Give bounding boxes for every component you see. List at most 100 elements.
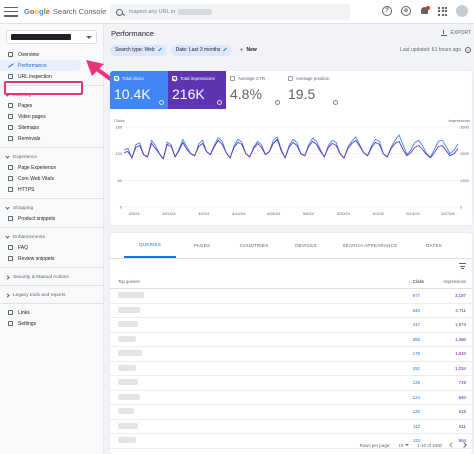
- product-icon: [8, 216, 13, 221]
- search-type-filter-chip[interactable]: Search type: Web: [110, 44, 167, 56]
- table-row[interactable]: 112 611: [110, 420, 472, 434]
- sidebar-item-url-inspection[interactable]: URL inspection: [0, 71, 103, 82]
- sidebar-item-core-web-vitals[interactable]: Core Web Vitals: [0, 173, 103, 184]
- avatar[interactable]: [456, 5, 468, 17]
- redacted-text: [118, 306, 140, 313]
- tab-search-appearance[interactable]: SEARCH APPEARANCE: [342, 243, 398, 248]
- table-row[interactable]: 151 1,034: [110, 362, 472, 376]
- tab-countries[interactable]: COUNTRIES: [239, 243, 269, 248]
- sidebar-item-pages[interactable]: Pages: [0, 100, 103, 111]
- sidebar-item-label: Sitemaps: [18, 124, 39, 131]
- sidebar-item-removals[interactable]: Removals: [0, 133, 103, 144]
- table-row[interactable]: 179 1,040: [110, 347, 472, 362]
- property-selector[interactable]: [6, 30, 97, 44]
- help-icon: [217, 100, 222, 105]
- sidebar-item-settings[interactable]: Settings: [0, 318, 103, 329]
- table-row[interactable]: 125 749: [110, 376, 472, 391]
- clicks-cell: 124: [412, 394, 420, 400]
- next-page-icon[interactable]: [461, 442, 467, 448]
- section-shopping[interactable]: Shopping: [0, 203, 103, 213]
- speed-icon: [8, 176, 13, 181]
- sidebar-item-label: Video pages: [18, 113, 46, 120]
- redacted-text: [118, 364, 136, 371]
- url-inspect-search[interactable]: Inspect any URL in: [110, 4, 350, 20]
- help-icon[interactable]: ?: [465, 47, 471, 53]
- divider: [0, 147, 103, 148]
- tab-queries[interactable]: QUERIES: [124, 233, 176, 258]
- section-enhancements[interactable]: Enhancements: [0, 232, 103, 242]
- table-row[interactable]: 112 594: [110, 434, 472, 449]
- filter-rows-icon[interactable]: [459, 263, 466, 269]
- checkbox-icon: [114, 76, 119, 81]
- sidebar-item-label: Overview: [18, 51, 39, 58]
- sidebar-item-https[interactable]: HTTPS: [0, 184, 103, 195]
- tab-devices[interactable]: DEVICES: [295, 243, 317, 248]
- help-icon[interactable]: ?: [382, 6, 392, 16]
- app-logo[interactable]: Google Search Console: [24, 7, 106, 16]
- section-legacy-tools[interactable]: Legacy tools and reports: [0, 290, 103, 300]
- sidebar-item-page-experience[interactable]: Page Experience: [0, 162, 103, 173]
- table-row[interactable]: 877 3,197: [110, 289, 472, 304]
- google-apps-icon[interactable]: [438, 6, 447, 16]
- sidebar-item-video-pages[interactable]: Video pages: [0, 111, 103, 122]
- clicks-cell: 877: [412, 293, 420, 299]
- section-indexing[interactable]: Indexing: [0, 90, 103, 100]
- table-row[interactable]: 355 1,460: [110, 333, 472, 347]
- redacted-text: [118, 408, 134, 415]
- y-right-axis-label: Impressions: [448, 118, 470, 123]
- section-security[interactable]: Security & Manual Actions: [0, 272, 103, 282]
- metric-label: Total impressions: [180, 76, 215, 81]
- metric-total-impressions[interactable]: Total impressions 216K: [168, 71, 226, 109]
- query-cell-redacted: [118, 422, 378, 430]
- sidebar-item-sitemaps[interactable]: Sitemaps: [0, 122, 103, 133]
- performance-chart-card: Total clicks 10.4K Total impressions 216…: [110, 71, 472, 225]
- rows-per-page-select[interactable]: 10: [398, 443, 410, 448]
- pages-icon: [8, 103, 13, 108]
- metric-total-clicks[interactable]: Total clicks 10.4K: [110, 71, 168, 109]
- date-filter-chip[interactable]: Date: Last 3 months: [170, 44, 233, 56]
- plus-icon: +: [239, 46, 244, 54]
- help-icon: [275, 100, 280, 105]
- table-row[interactable]: 640 2,711: [110, 304, 472, 318]
- sidebar-item-label: Product snippets: [18, 215, 56, 222]
- sidebar-item-product-snippets[interactable]: Product snippets: [0, 213, 103, 224]
- metric-value: 216K: [172, 86, 205, 102]
- sidebar-item-links[interactable]: Links: [0, 307, 103, 318]
- table-row[interactable]: 124 640: [110, 391, 472, 405]
- sidebar-item-overview[interactable]: Overview: [0, 49, 103, 60]
- page-range: 1-10 of 1000: [417, 442, 442, 448]
- notifications-bell-icon[interactable]: [420, 6, 430, 16]
- table-row[interactable]: 120 615: [110, 405, 472, 420]
- redacted-text: [118, 393, 140, 400]
- sidebar-item-label: Review snippets: [18, 255, 55, 262]
- property-name-redacted: [11, 34, 71, 40]
- edit-icon: [223, 48, 228, 52]
- account-settings-icon[interactable]: ⚙: [401, 6, 411, 16]
- export-button[interactable]: EXPORT: [440, 30, 471, 36]
- last-updated-text: Last updated: 61 hours ago: [400, 47, 461, 53]
- sidebar-item-faq[interactable]: FAQ: [0, 242, 103, 253]
- top-bar: Google Search Console Inspect any URL in…: [0, 0, 474, 24]
- tab-pages[interactable]: PAGES: [193, 243, 211, 248]
- section-experience[interactable]: Experience: [0, 152, 103, 162]
- add-filter-button[interactable]: + New: [239, 47, 256, 54]
- column-header-clicks[interactable]: ↓ Clicks: [378, 279, 424, 284]
- metric-average-ctr[interactable]: Average CTR 4.8%: [226, 71, 284, 109]
- column-header-label: Clicks: [412, 279, 424, 284]
- column-header-impressions[interactable]: Impressions: [443, 279, 466, 284]
- previous-page-icon[interactable]: [449, 442, 455, 448]
- review-icon: [8, 256, 13, 261]
- sidebar-item-performance[interactable]: Performance: [0, 60, 81, 71]
- metric-label: Average CTR: [238, 76, 266, 81]
- hamburger-menu-icon[interactable]: [4, 6, 18, 17]
- page-title: Performance: [111, 28, 154, 38]
- performance-chart[interactable]: 0 0 60 1300 120 2600 180 3900 Clicks Impressions 3…: [110, 113, 472, 225]
- sidebar-item-review-snippets[interactable]: Review snippets: [0, 253, 103, 264]
- redacted-text: [118, 335, 136, 342]
- pagination: Rows per page: 10 1-10 of 1000: [110, 436, 472, 454]
- metric-average-position[interactable]: Average position 19.5: [284, 71, 342, 109]
- tab-dates[interactable]: DATES: [426, 243, 442, 248]
- table-row[interactable]: 417 1,974: [110, 318, 472, 333]
- query-cell-redacted: [118, 350, 378, 357]
- sidebar-item-label: Settings: [18, 320, 37, 327]
